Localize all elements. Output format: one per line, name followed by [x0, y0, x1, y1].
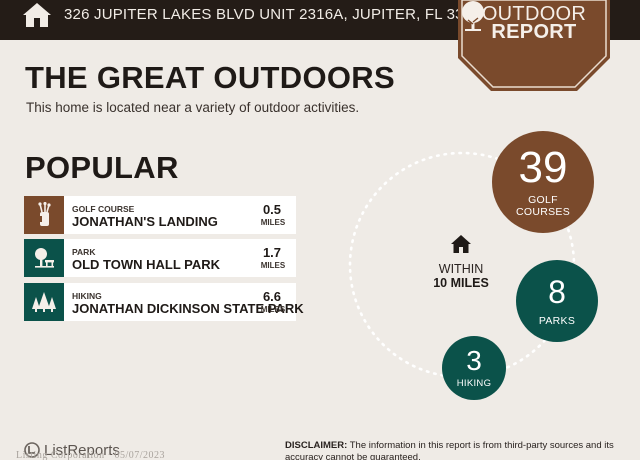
card-unit: MILES	[260, 218, 286, 227]
card-unit: MILES	[260, 261, 286, 270]
golf-courses-stat: 39 GOLF COURSES	[492, 131, 594, 233]
disclaimer-text: The information in this report is from t…	[285, 440, 614, 460]
card-category: HIKING	[72, 291, 102, 301]
popular-card-hiking: HIKING JONATHAN DICKINSON STATE PARK 6.6…	[24, 283, 304, 321]
card-category: GOLF COURSE	[72, 204, 135, 214]
house-icon	[23, 3, 51, 27]
parks-label: PARKS	[538, 315, 576, 327]
card-category: PARK	[72, 247, 96, 257]
badge-line1: OUTDOOR	[481, 3, 587, 25]
card-distance: 0.5	[262, 202, 282, 217]
popular-heading: POPULAR	[25, 150, 179, 185]
outdoor-report-badge: OUTDOOR REPORT	[458, 0, 610, 91]
card-name: JONATHAN DICKINSON STATE PARK	[72, 301, 304, 316]
disclaimer: DISCLAIMER: The information in this repo…	[285, 440, 625, 460]
card-name: JONATHAN'S LANDING	[72, 214, 218, 229]
listreports-brand: ListReports	[44, 442, 120, 459]
card-name: OLD TOWN HALL PARK	[72, 257, 221, 272]
golf-label-line1: GOLF	[528, 194, 558, 206]
listreports-logo-icon	[24, 442, 40, 458]
golf-label: GOLF COURSES	[492, 194, 594, 218]
card-unit: MILES	[260, 305, 286, 314]
hiking-stat: 3 HIKING	[442, 336, 506, 400]
within-label: WITHIN	[438, 262, 484, 276]
page-title: THE GREAT OUTDOORS	[25, 60, 395, 95]
card-distance: 1.7	[262, 245, 282, 260]
trees-icon	[24, 283, 64, 321]
hiking-label: HIKING	[456, 378, 492, 389]
golf-count: 39	[518, 143, 568, 192]
popular-card-golf: GOLF COURSE JONATHAN'S LANDING 0.5 MILES	[24, 196, 296, 234]
disclaimer-label: DISCLAIMER:	[285, 440, 348, 451]
popular-card-park: PARK OLD TOWN HALL PARK 1.7 MILES	[24, 239, 296, 277]
property-address: 326 JUPITER LAKES BLVD UNIT 2316A, JUPIT…	[64, 6, 490, 23]
page-subtitle: This home is located near a variety of o…	[26, 100, 360, 115]
parks-stat: 8 PARKS	[516, 260, 598, 342]
golf-bag-icon	[24, 196, 64, 234]
golf-label-line2: COURSES	[515, 206, 571, 218]
parks-count: 8	[548, 274, 566, 310]
within-distance: 10 MILES	[433, 276, 489, 290]
watermark: Listing Corporation · 05/07/2023	[16, 450, 166, 460]
footer: ListReports	[0, 432, 640, 460]
tree-icon	[462, 1, 484, 31]
park-icon	[24, 239, 64, 277]
house-icon	[451, 235, 471, 253]
hiking-count: 3	[466, 345, 482, 376]
badge-line2: REPORT	[491, 21, 577, 43]
card-distance: 6.6	[262, 289, 282, 304]
